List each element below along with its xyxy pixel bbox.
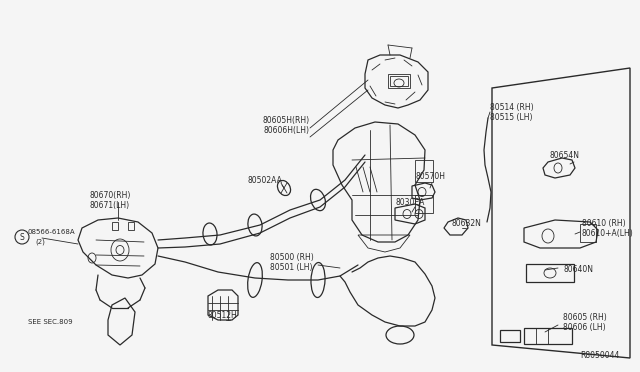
Bar: [526, 264, 574, 282]
Text: SEE SEC.809: SEE SEC.809: [28, 319, 72, 325]
Text: 80514 (RH): 80514 (RH): [490, 103, 534, 112]
Text: 80570H: 80570H: [415, 172, 445, 181]
Bar: [112, 222, 118, 230]
Text: 80605 (RH): 80605 (RH): [563, 313, 607, 322]
Text: 80512H: 80512H: [208, 311, 237, 320]
Bar: [128, 222, 134, 230]
Bar: [500, 330, 520, 342]
Bar: [415, 195, 433, 213]
Bar: [580, 224, 596, 242]
Bar: [390, 76, 408, 86]
Text: 80671(LH): 80671(LH): [90, 201, 130, 210]
Text: 80606H(LH): 80606H(LH): [264, 126, 310, 135]
Text: 80502AA: 80502AA: [248, 176, 283, 185]
Bar: [524, 328, 572, 344]
Text: 80632N: 80632N: [452, 219, 482, 228]
Text: 8030EA: 8030EA: [395, 198, 424, 207]
Text: (2): (2): [35, 238, 45, 245]
Text: 80606 (LH): 80606 (LH): [563, 323, 605, 332]
Text: 08566-6168A: 08566-6168A: [28, 229, 76, 235]
Text: 80501 (LH): 80501 (LH): [270, 263, 312, 272]
Text: 80654N: 80654N: [550, 151, 580, 160]
Bar: [415, 160, 433, 182]
Text: 80610 (RH): 80610 (RH): [582, 219, 626, 228]
Text: S: S: [20, 232, 24, 241]
Text: 80610+A(LH): 80610+A(LH): [582, 229, 634, 238]
Text: 80515 (LH): 80515 (LH): [490, 113, 532, 122]
Bar: [388, 74, 410, 88]
Text: 80605H(RH): 80605H(RH): [263, 116, 310, 125]
Text: R8050044: R8050044: [580, 351, 620, 360]
Text: 80500 (RH): 80500 (RH): [270, 253, 314, 262]
Text: 80670(RH): 80670(RH): [90, 191, 131, 200]
Text: 80640N: 80640N: [563, 265, 593, 274]
